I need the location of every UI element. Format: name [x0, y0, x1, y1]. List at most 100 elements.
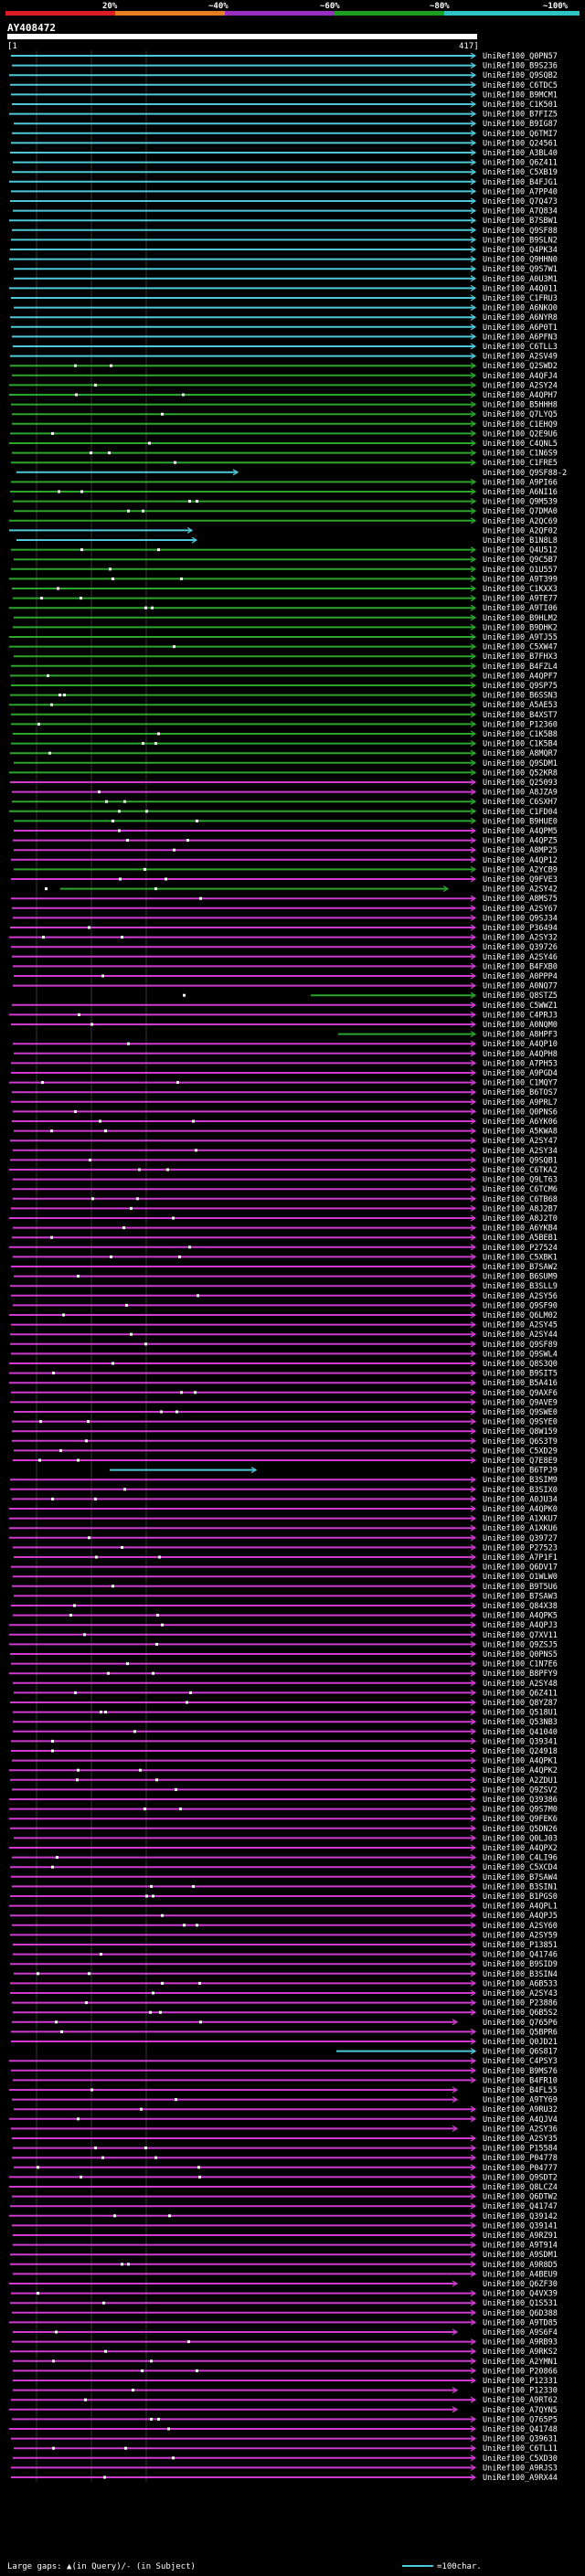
hit-row[interactable]: UniRef100_A4QPL1 [9, 1903, 558, 1912]
hit-label[interactable]: UniRef100_A9TI06 [483, 604, 558, 613]
hit-row[interactable]: UniRef100_Q8YZ87 [10, 1699, 558, 1708]
hit-row[interactable]: UniRef100_A4QP12 [11, 856, 558, 865]
hit-row[interactable]: UniRef100_Q765P5 [12, 2415, 558, 2424]
hit-row[interactable]: UniRef100_Q9SQB2 [9, 71, 558, 80]
hit-row[interactable]: UniRef100_Q7XV11 [9, 1631, 558, 1640]
hit-row[interactable]: UniRef100_A2SY34 [13, 1147, 558, 1156]
hit-row[interactable]: UniRef100_Q8STZ5 [183, 991, 558, 1001]
hit-label[interactable]: UniRef100_A5BEB1 [483, 1234, 558, 1243]
hit-row[interactable]: UniRef100_Q9AVE9 [10, 1398, 558, 1407]
hit-label[interactable]: UniRef100_A2SY60 [483, 1922, 558, 1931]
hit-label[interactable]: UniRef100_A2SY43 [483, 1989, 558, 1998]
hit-label[interactable]: UniRef100_A4QPK5 [483, 1612, 558, 1621]
hit-row[interactable]: UniRef100_B9IG87 [14, 120, 558, 129]
hit-label[interactable]: UniRef100_A9T399 [483, 575, 558, 584]
hit-label[interactable]: UniRef100_A4QP12 [483, 856, 558, 865]
hit-label[interactable]: UniRef100_A9TE77 [483, 595, 558, 604]
hit-label[interactable]: UniRef100_Q765P5 [483, 2415, 558, 2424]
hit-row[interactable]: UniRef100_A4QPX2 [9, 1844, 558, 1853]
hit-row[interactable]: UniRef100_B8PFY9 [9, 1670, 558, 1679]
hit-label[interactable]: UniRef100_Q7E8E9 [483, 1457, 558, 1466]
hit-row[interactable]: UniRef100_Q4U512 [11, 546, 558, 556]
hit-row[interactable]: UniRef100_Q39631 [11, 2435, 558, 2444]
hit-row[interactable]: UniRef100_B1N8L8 [16, 536, 558, 546]
hit-row[interactable]: UniRef100_Q6D388 [12, 2309, 558, 2318]
hit-label[interactable]: UniRef100_A1XKU6 [483, 1524, 558, 1533]
hit-row[interactable]: UniRef100_B9T5U6 [12, 1583, 558, 1592]
hit-row[interactable]: UniRef100_A9RX44 [11, 2474, 558, 2483]
hit-row[interactable]: UniRef100_C1K501 [12, 101, 558, 110]
hit-label[interactable]: UniRef100_C5XB19 [483, 168, 558, 177]
hit-label[interactable]: UniRef100_A6B533 [483, 1979, 558, 1988]
hit-row[interactable]: UniRef100_A2SY56 [11, 1292, 558, 1301]
hit-row[interactable]: UniRef100_A6P0T1 [11, 323, 558, 333]
hit-row[interactable]: UniRef100_O1WLW0 [13, 1573, 558, 1582]
hit-row[interactable]: UniRef100_A4QPZ5 [13, 837, 558, 846]
hit-label[interactable]: UniRef100_B4FJG1 [483, 178, 558, 187]
hit-row[interactable]: UniRef100_C6TDC5 [10, 81, 558, 90]
hit-label[interactable]: UniRef100_A5AE53 [483, 701, 558, 710]
hit-label[interactable]: UniRef100_C6TL11 [483, 2444, 558, 2454]
hit-row[interactable]: UniRef100_Q9M539 [13, 498, 558, 507]
hit-label[interactable]: UniRef100_C1K5B8 [483, 730, 558, 739]
hit-row[interactable]: UniRef100_Q0PNS6 [13, 1108, 558, 1117]
hit-label[interactable]: UniRef100_A8MS75 [483, 895, 558, 904]
hit-row[interactable]: UniRef100_B4FXB0 [13, 962, 558, 971]
hit-row[interactable]: UniRef100_A8JZA9 [12, 789, 558, 798]
hit-row[interactable]: UniRef100_C4QNL5 [9, 440, 558, 449]
hit-label[interactable]: UniRef100_Q52KR8 [483, 769, 558, 778]
hit-label[interactable]: UniRef100_Q6D388 [483, 2309, 558, 2318]
hit-row[interactable]: UniRef100_B5A416 [9, 1379, 558, 1388]
hit-row[interactable]: UniRef100_A6YK06 [12, 1118, 558, 1127]
hit-row[interactable]: UniRef100_P12330 [13, 2387, 558, 2396]
hit-label[interactable]: UniRef100_P27524 [483, 1244, 558, 1253]
hit-label[interactable]: UniRef100_B9HUE0 [483, 817, 558, 826]
hit-row[interactable]: UniRef100_A4QPK2 [9, 1766, 558, 1776]
hit-label[interactable]: UniRef100_Q9LT63 [483, 1176, 558, 1185]
hit-label[interactable]: UniRef100_A6PFN3 [483, 333, 558, 342]
hit-label[interactable]: UniRef100_O1U557 [483, 566, 558, 575]
hit-label[interactable]: UniRef100_C6SXH7 [483, 798, 558, 807]
hit-label[interactable]: UniRef100_A9TD85 [483, 2318, 558, 2327]
hit-label[interactable]: UniRef100_Q9SQB1 [483, 1156, 558, 1165]
hit-label[interactable]: UniRef100_Q41747 [483, 2202, 558, 2211]
hit-label[interactable]: UniRef100_Q25093 [483, 779, 558, 788]
hit-row[interactable]: UniRef100_A4QPJ5 [10, 1912, 558, 1921]
hit-row[interactable]: UniRef100_A9PGD4 [11, 1069, 558, 1078]
hit-row[interactable]: UniRef100_Q9FVE3 [11, 875, 558, 885]
hit-label[interactable]: UniRef100_C1FRU3 [483, 294, 558, 303]
hit-label[interactable]: UniRef100_A4QPM5 [483, 827, 558, 836]
hit-label[interactable]: UniRef100_A4QPK1 [483, 1757, 558, 1766]
hit-row[interactable]: UniRef100_P36494 [10, 924, 558, 933]
hit-row[interactable]: UniRef100_Q7E8E9 [13, 1457, 558, 1466]
hit-label[interactable]: UniRef100_A4QFJ4 [483, 372, 558, 381]
hit-label[interactable]: UniRef100_B6SSN3 [483, 692, 558, 701]
hit-row[interactable]: UniRef100_Q7LYQ5 [12, 410, 558, 419]
hit-label[interactable]: UniRef100_Q8STZ5 [483, 991, 558, 1001]
hit-label[interactable]: UniRef100_Q9AVE9 [483, 1398, 558, 1407]
hit-row[interactable]: UniRef100_Q24561 [11, 139, 558, 148]
hit-label[interactable]: UniRef100_A4QPH7 [483, 391, 558, 400]
hit-row[interactable]: UniRef100_P04778 [12, 2154, 558, 2163]
hit-row[interactable]: UniRef100_B9MCM1 [11, 90, 558, 100]
hit-label[interactable]: UniRef100_B7SAW2 [483, 1263, 558, 1272]
hit-row[interactable]: UniRef100_Q9AXF6 [11, 1389, 558, 1398]
hit-row[interactable]: UniRef100_Q9FEK6 [9, 1815, 558, 1824]
hit-row[interactable]: UniRef100_C1FD04 [9, 808, 558, 817]
hit-label[interactable]: UniRef100_A2YMN1 [483, 2358, 558, 2367]
hit-label[interactable]: UniRef100_C1FRE5 [483, 459, 558, 468]
hit-row[interactable]: UniRef100_A8J2B7 [11, 1204, 558, 1214]
hit-row[interactable]: UniRef100_A4Q011 [9, 284, 558, 293]
hit-row[interactable]: UniRef100_A2SY48 [13, 1680, 558, 1689]
hit-row[interactable]: UniRef100_C1FRE5 [11, 459, 558, 468]
hit-label[interactable]: UniRef100_C1MQY7 [483, 1079, 558, 1088]
hit-label[interactable]: UniRef100_B7FHX3 [483, 652, 558, 662]
hit-row[interactable]: UniRef100_A0PPP4 [14, 972, 558, 981]
hit-row[interactable]: UniRef100_A4QP10 [13, 1040, 558, 1049]
hit-label[interactable]: UniRef100_A9RT62 [483, 2396, 558, 2405]
hit-label[interactable]: UniRef100_Q9SYE0 [483, 1418, 558, 1427]
hit-label[interactable]: UniRef100_Q6DV17 [483, 1564, 558, 1573]
hit-label[interactable]: UniRef100_B5A416 [483, 1379, 558, 1388]
hit-row[interactable]: UniRef100_A4QPH7 [9, 391, 558, 400]
hit-label[interactable]: UniRef100_A8HPF3 [483, 1031, 558, 1040]
